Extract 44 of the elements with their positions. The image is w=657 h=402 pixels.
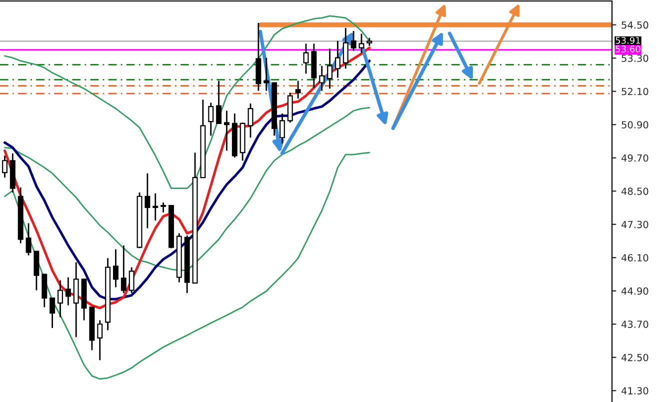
candlestick (248, 102, 254, 138)
candlestick (152, 192, 158, 222)
candlestick (327, 48, 333, 90)
ref-line-label: 53.91 (616, 36, 640, 44)
candlestick (128, 266, 134, 294)
candlestick (303, 42, 309, 74)
candlestick (58, 280, 63, 318)
candlestick (97, 320, 103, 361)
candlestick (279, 112, 285, 144)
candlestick (319, 65, 325, 92)
y-tick-label: 44.90 (622, 287, 648, 295)
y-tick-label: 47.30 (622, 220, 648, 228)
y-tick-label: 50.90 (622, 121, 648, 128)
candlestick (50, 297, 56, 329)
y-tick-label: 54.50 (622, 21, 648, 29)
y-tick-label: 53.30 (622, 54, 648, 62)
candlestick (65, 276, 71, 306)
candlestick (73, 262, 79, 338)
candlestick (120, 244, 126, 294)
candlestick (160, 202, 166, 214)
y-tick-label: 41.30 (622, 387, 648, 394)
y-tick-label: 42.50 (622, 354, 648, 362)
line-series (4, 107, 370, 272)
candlestick (144, 172, 150, 229)
candlestick (26, 222, 32, 256)
y-tick-label: 49.70 (622, 154, 648, 162)
candlestick (224, 110, 230, 152)
candlestick (42, 274, 48, 308)
candlestick (113, 248, 118, 288)
y-tick-label: 52.10 (622, 88, 648, 96)
line-series (4, 152, 370, 380)
candlestick (334, 40, 340, 78)
y-tick-label: 43.70 (622, 320, 648, 328)
candlestick (342, 27, 348, 70)
candlestick (216, 80, 222, 124)
candlestick (264, 57, 270, 92)
candlestick (2, 154, 8, 178)
candlestick (208, 102, 214, 136)
ref-line-label: 53.60 (616, 46, 640, 52)
candlestick (358, 33, 364, 54)
y-tick-label: 46.10 (622, 254, 648, 262)
y-tick-label: 48.50 (622, 188, 648, 195)
candlestick (295, 80, 301, 100)
candlestick (350, 30, 356, 52)
